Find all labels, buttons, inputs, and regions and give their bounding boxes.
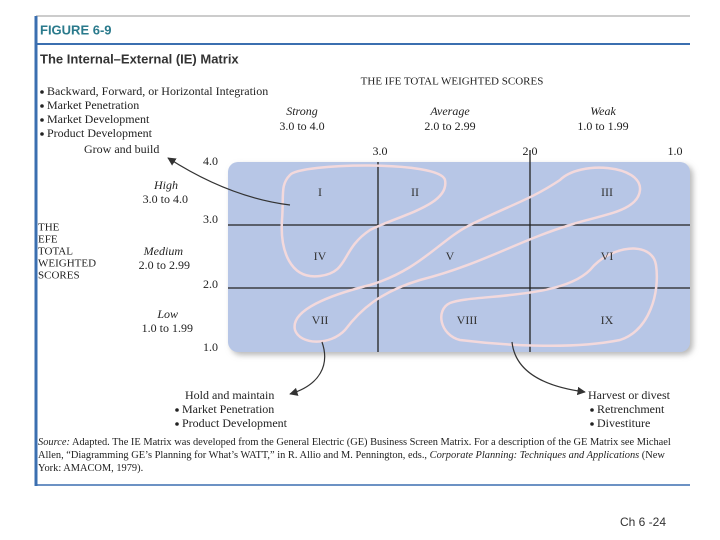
bullet xyxy=(40,118,44,122)
hold-region xyxy=(293,166,642,343)
bullet xyxy=(175,422,179,426)
efe-scale: 3.0 xyxy=(203,212,218,226)
efe-scale: 1.0 xyxy=(203,340,218,354)
efe-title-line: WEIGHTED xyxy=(38,258,96,270)
hold-item: Product Development xyxy=(182,416,288,430)
efe-title-line: THE xyxy=(38,222,60,234)
efe-title-line: EFE xyxy=(38,234,58,246)
grow-list: Backward, Forward, or Horizontal Integra… xyxy=(40,84,268,156)
row-name: Medium xyxy=(143,244,184,258)
cell-label: VIII xyxy=(457,313,478,327)
grow-item: Market Development xyxy=(47,112,150,126)
harvest-label: Harvest or divest xyxy=(588,388,671,402)
cell-label: V xyxy=(446,249,455,263)
efe-scale: 4.0 xyxy=(203,154,218,168)
figure-label: FIGURE 6-9 xyxy=(40,22,112,37)
bullet xyxy=(40,90,44,94)
grow-label: Grow and build xyxy=(84,142,159,156)
footer: Ch 6 -24 xyxy=(620,515,666,529)
cell-label: II xyxy=(411,185,419,199)
cell-label: I xyxy=(318,185,322,199)
efe-scale: 2.0 xyxy=(203,277,218,291)
harvest-region xyxy=(440,247,659,347)
bullet xyxy=(590,408,594,412)
arrow xyxy=(167,157,291,206)
row-range: 2.0 to 2.99 xyxy=(139,258,190,272)
bullet xyxy=(175,408,179,412)
grow-item: Backward, Forward, or Horizontal Integra… xyxy=(47,84,268,98)
cell-label: IV xyxy=(314,249,327,263)
col-range: 3.0 to 4.0 xyxy=(279,119,324,133)
grow-item: Product Development xyxy=(47,126,153,140)
hold-list: Hold and maintain Market Penetration Pro… xyxy=(175,388,288,430)
col-name: Weak xyxy=(590,104,616,118)
bullet xyxy=(40,104,44,108)
col-range: 2.0 to 2.99 xyxy=(424,119,475,133)
harvest-list: Harvest or divest Retrenchment Divestitu… xyxy=(588,388,671,430)
harvest-item: Retrenchment xyxy=(597,402,665,416)
cell-label: VII xyxy=(312,313,329,327)
matrix: I II III IV V VI VII VIII IX xyxy=(228,150,690,352)
cell-label: VI xyxy=(601,249,614,263)
ife-title: THE IFE TOTAL WEIGHTED SCORES xyxy=(361,76,544,88)
harvest-item: Divestiture xyxy=(597,416,650,430)
row-name: High xyxy=(153,178,178,192)
figure-title: The Internal–External (IE) Matrix xyxy=(40,51,239,66)
col-name: Average xyxy=(429,104,470,118)
bullet xyxy=(590,422,594,426)
row-range: 3.0 to 4.0 xyxy=(143,192,188,206)
source-book: Corporate Planning: Techniques and Appli… xyxy=(429,450,640,461)
efe-title-line: SCORES xyxy=(38,270,80,282)
row-name: Low xyxy=(156,307,178,321)
source-label: Source: xyxy=(38,437,70,448)
col-range: 1.0 to 1.99 xyxy=(577,119,628,133)
efe-title-line: TOTAL xyxy=(38,246,73,258)
ife-scale: 1.0 xyxy=(668,144,683,158)
bullet xyxy=(40,132,44,136)
matrix-bg xyxy=(228,162,690,352)
grow-item: Market Penetration xyxy=(47,98,139,112)
source-note: Source: Adapted. The IE Matrix was devel… xyxy=(38,436,690,475)
source-end: (New York: AMACOM, 1979). xyxy=(38,450,665,474)
col-name: Strong xyxy=(286,104,318,118)
hold-label: Hold and maintain xyxy=(185,388,274,402)
row-range: 1.0 to 1.99 xyxy=(142,321,193,335)
arrow xyxy=(289,341,326,396)
cell-label: IX xyxy=(601,313,614,327)
ife-scale: 3.0 xyxy=(373,144,388,158)
cell-label: III xyxy=(601,185,613,199)
arrow xyxy=(511,341,586,396)
efe-title: THE EFE TOTAL WEIGHTED SCORES xyxy=(38,222,96,282)
grow-region xyxy=(280,164,447,278)
hold-item: Market Penetration xyxy=(182,402,274,416)
source-text: Adapted. The IE Matrix was developed fro… xyxy=(38,437,671,461)
